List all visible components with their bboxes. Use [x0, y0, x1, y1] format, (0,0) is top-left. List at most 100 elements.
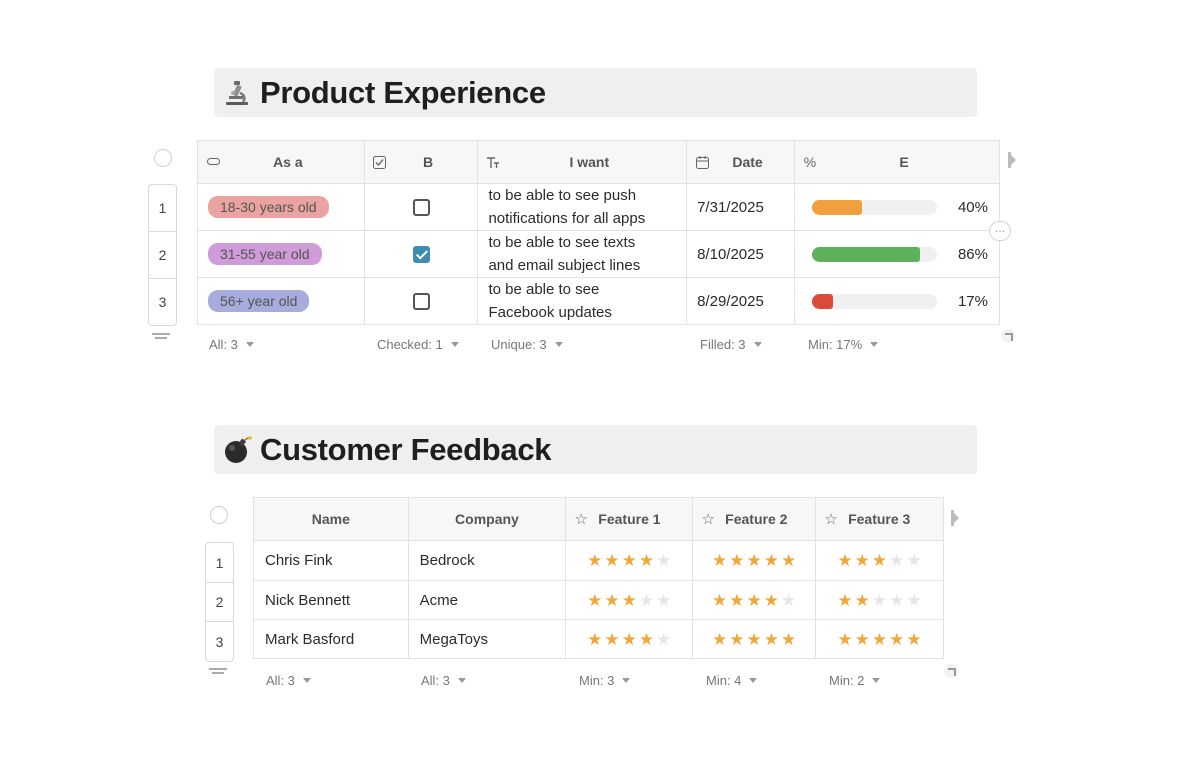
row-number[interactable]: 1 — [149, 185, 176, 232]
star-filled-icon[interactable]: ★ — [889, 629, 905, 649]
star-empty-icon[interactable]: ★ — [638, 590, 655, 610]
star-empty-icon[interactable]: ★ — [906, 590, 922, 610]
star-filled-icon[interactable]: ★ — [587, 629, 603, 649]
star-empty-icon[interactable]: ★ — [889, 551, 905, 570]
company-cell[interactable]: MegaToys — [407, 619, 567, 659]
column-header-feature-2[interactable]: ☆ Feature 2 — [692, 497, 817, 541]
filter-icon[interactable] — [209, 668, 227, 678]
star-filled-icon[interactable]: ★ — [712, 551, 728, 570]
star-empty-icon[interactable]: ★ — [656, 590, 672, 610]
star-filled-icon[interactable]: ★ — [587, 590, 603, 610]
star-empty-icon[interactable]: ★ — [656, 551, 672, 570]
more-options-button[interactable]: ··· — [989, 221, 1011, 241]
star-empty-icon[interactable]: ★ — [889, 590, 905, 610]
column-header-name[interactable]: Name — [253, 497, 409, 541]
checkbox-cell[interactable] — [363, 230, 479, 278]
expand-column-arrow-icon[interactable] — [951, 510, 959, 526]
star-filled-icon[interactable]: ★ — [621, 551, 637, 570]
i-want-cell[interactable]: to be able to see Facebook updates — [477, 277, 688, 325]
star-filled-icon[interactable]: ★ — [638, 551, 655, 570]
star-filled-icon[interactable]: ★ — [871, 629, 888, 649]
star-filled-icon[interactable]: ★ — [604, 551, 620, 570]
resize-handle-icon[interactable] — [944, 664, 958, 678]
name-cell[interactable]: Mark Basford — [253, 619, 409, 659]
column-header-i-want[interactable]: I want — [477, 140, 688, 184]
star-filled-icon[interactable]: ★ — [854, 629, 870, 649]
as-a-cell[interactable]: 31-55 year old — [197, 230, 365, 278]
star-filled-icon[interactable]: ★ — [837, 629, 853, 649]
column-header-e[interactable]: % E — [794, 140, 1000, 184]
row-checkbox[interactable] — [412, 245, 430, 263]
feature-3-rating[interactable]: ★ ★ ★ ★ ★ — [815, 580, 944, 620]
column-header-b[interactable]: B — [363, 140, 479, 184]
star-filled-icon[interactable]: ★ — [781, 629, 797, 649]
percent-cell[interactable]: 40% — [794, 183, 1000, 231]
feature-2-rating[interactable]: ★ ★ ★ ★ ★ — [692, 580, 817, 620]
i-want-cell[interactable]: to be able to see push notifications for … — [477, 183, 688, 231]
expand-column-arrow-icon[interactable] — [1008, 152, 1016, 168]
checkbox-cell[interactable] — [363, 277, 479, 325]
feature-1-rating[interactable]: ★ ★ ★ ★ ★ — [565, 580, 694, 620]
star-filled-icon[interactable]: ★ — [746, 551, 762, 570]
column-header-date[interactable]: Date — [686, 140, 796, 184]
row-number[interactable]: 2 — [206, 583, 233, 622]
star-filled-icon[interactable]: ★ — [621, 629, 637, 649]
row-checkbox[interactable] — [412, 198, 430, 216]
name-cell[interactable]: Chris Fink — [253, 540, 409, 581]
star-filled-icon[interactable]: ★ — [781, 551, 797, 570]
star-filled-icon[interactable]: ★ — [871, 551, 888, 570]
star-filled-icon[interactable]: ★ — [854, 590, 870, 610]
star-filled-icon[interactable]: ★ — [729, 590, 745, 610]
row-number[interactable]: 2 — [149, 232, 176, 279]
star-filled-icon[interactable]: ★ — [746, 590, 762, 610]
star-filled-icon[interactable]: ★ — [837, 551, 853, 570]
footer-summary-feature-1[interactable]: Min: 3 — [579, 673, 631, 688]
row-checkbox[interactable] — [412, 292, 430, 310]
footer-summary-name[interactable]: All: 3 — [266, 673, 311, 688]
row-number[interactable]: 3 — [158, 294, 167, 310]
column-header-company[interactable]: Company — [407, 497, 567, 541]
star-filled-icon[interactable]: ★ — [587, 551, 603, 570]
footer-summary-company[interactable]: All: 3 — [421, 673, 466, 688]
percent-cell[interactable]: 86% — [794, 230, 1000, 278]
star-empty-icon[interactable]: ★ — [781, 590, 797, 610]
star-filled-icon[interactable]: ★ — [604, 629, 620, 649]
date-cell[interactable]: 8/10/2025 — [686, 230, 796, 278]
column-header-feature-1[interactable]: ☆ Feature 1 — [565, 497, 694, 541]
feature-3-rating[interactable]: ★ ★ ★ ★ ★ — [815, 619, 944, 659]
feature-1-rating[interactable]: ★ ★ ★ ★ ★ — [565, 619, 694, 659]
star-filled-icon[interactable]: ★ — [763, 629, 779, 649]
footer-summary-as-a[interactable]: All: 3 — [209, 337, 254, 352]
footer-summary-e[interactable]: Min: 17% — [808, 337, 879, 352]
footer-summary-b[interactable]: Checked: 1 — [377, 337, 459, 352]
date-cell[interactable]: 8/29/2025 — [686, 277, 796, 325]
star-filled-icon[interactable]: ★ — [729, 629, 745, 649]
star-filled-icon[interactable]: ★ — [906, 629, 922, 649]
star-filled-icon[interactable]: ★ — [638, 629, 655, 649]
select-all-toggle[interactable] — [210, 506, 228, 524]
footer-summary-feature-3[interactable]: Min: 2 — [829, 673, 881, 688]
footer-summary-i-want[interactable]: Unique: 3 — [491, 337, 563, 352]
name-cell[interactable]: Nick Bennett — [253, 580, 409, 620]
row-number[interactable]: 1 — [206, 543, 233, 583]
footer-summary-feature-2[interactable]: Min: 4 — [706, 673, 758, 688]
star-empty-icon[interactable]: ★ — [871, 590, 888, 610]
row-number[interactable]: 3 — [215, 633, 224, 650]
feature-3-rating[interactable]: ★ ★ ★ ★ ★ — [815, 540, 944, 581]
star-empty-icon[interactable]: ★ — [656, 629, 672, 649]
star-filled-icon[interactable]: ★ — [604, 590, 620, 610]
feature-2-rating[interactable]: ★ ★ ★ ★ ★ — [692, 540, 817, 581]
star-filled-icon[interactable]: ★ — [712, 590, 728, 610]
star-filled-icon[interactable]: ★ — [746, 629, 762, 649]
star-filled-icon[interactable]: ★ — [621, 590, 637, 610]
as-a-cell[interactable]: 18-30 years old — [197, 183, 365, 231]
checkbox-cell[interactable] — [363, 183, 479, 231]
star-filled-icon[interactable]: ★ — [712, 629, 728, 649]
as-a-cell[interactable]: 56+ year old — [197, 277, 365, 325]
column-header-feature-3[interactable]: ☆ Feature 3 — [815, 497, 944, 541]
column-header-as-a[interactable]: As a — [197, 140, 365, 184]
date-cell[interactable]: 7/31/2025 — [686, 183, 796, 231]
i-want-cell[interactable]: to be able to see texts and email subject… — [477, 230, 688, 278]
star-filled-icon[interactable]: ★ — [729, 551, 745, 570]
company-cell[interactable]: Bedrock — [407, 540, 567, 581]
